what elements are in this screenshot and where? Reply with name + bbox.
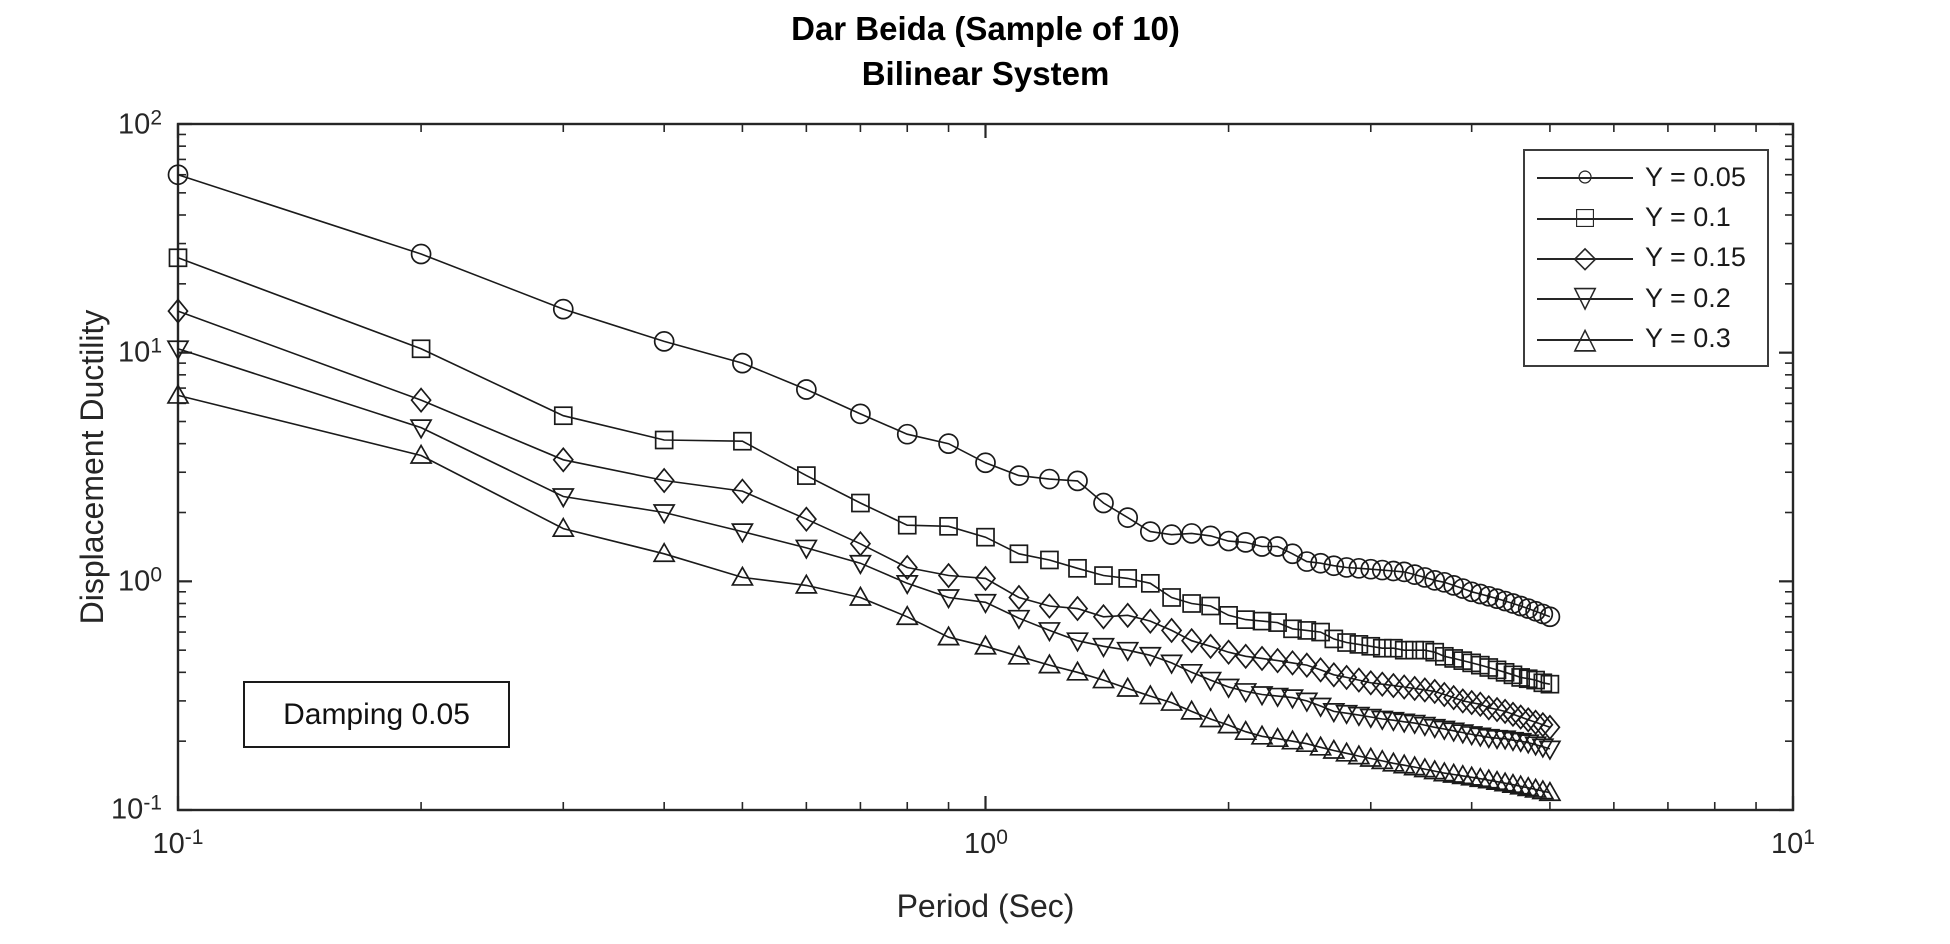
triangle-up-marker-icon: △ <box>1573 321 1597 355</box>
legend-item: □ Y = 0.1 <box>1525 198 1767 238</box>
legend-label: Y = 0.3 <box>1645 323 1731 354</box>
y-tick-10: 101 <box>118 334 162 369</box>
legend-item: ○ Y = 0.05 <box>1525 157 1767 197</box>
legend-line <box>1537 338 1633 341</box>
legend-item: ◇ Y = 0.15 <box>1525 238 1767 278</box>
series-triangle-down <box>166 340 1562 761</box>
chart-title: Dar Beida (Sample of 10) <box>791 10 1180 47</box>
series-circle <box>167 164 1561 628</box>
legend-item: △ Y = 0.3 <box>1525 319 1767 359</box>
y-tick-1: 100 <box>118 563 162 598</box>
legend-line <box>1537 217 1633 220</box>
triangle-down-marker-icon: ▽ <box>1573 281 1597 315</box>
x-axis-label: Period (Sec) <box>896 888 1075 924</box>
series-diamond <box>167 298 1561 741</box>
series-triangle-up <box>166 383 1562 802</box>
y-tick-0p1: 10-1 <box>111 791 162 826</box>
legend-item: ▽ Y = 0.2 <box>1525 278 1767 318</box>
legend-label: Y = 0.05 <box>1645 161 1746 192</box>
x-tick-1: 100 <box>964 826 1008 860</box>
legend-label: Y = 0.15 <box>1645 242 1746 273</box>
legend: ○ Y = 0.05 □ Y = 0.1 ◇ Y = 0.15 ▽ Y = 0.… <box>1523 149 1769 367</box>
diamond-marker-icon: ◇ <box>1573 240 1597 274</box>
legend-line <box>1537 298 1633 301</box>
y-tick-100: 102 <box>118 106 162 141</box>
legend-label: Y = 0.1 <box>1645 202 1731 233</box>
legend-line <box>1537 257 1633 260</box>
x-tick-0p1: 10-1 <box>152 826 204 860</box>
circle-marker-icon: ○ <box>1575 160 1595 194</box>
series-square <box>168 248 1560 694</box>
x-tick-10: 101 <box>1771 826 1815 860</box>
square-marker-icon: □ <box>1575 200 1595 234</box>
axes-box <box>176 122 1795 812</box>
chart-subtitle: Bilinear System <box>861 55 1110 92</box>
legend-label: Y = 0.2 <box>1645 282 1731 313</box>
legend-line <box>1537 177 1633 180</box>
damping-annotation: Damping 0.05 <box>243 681 510 748</box>
